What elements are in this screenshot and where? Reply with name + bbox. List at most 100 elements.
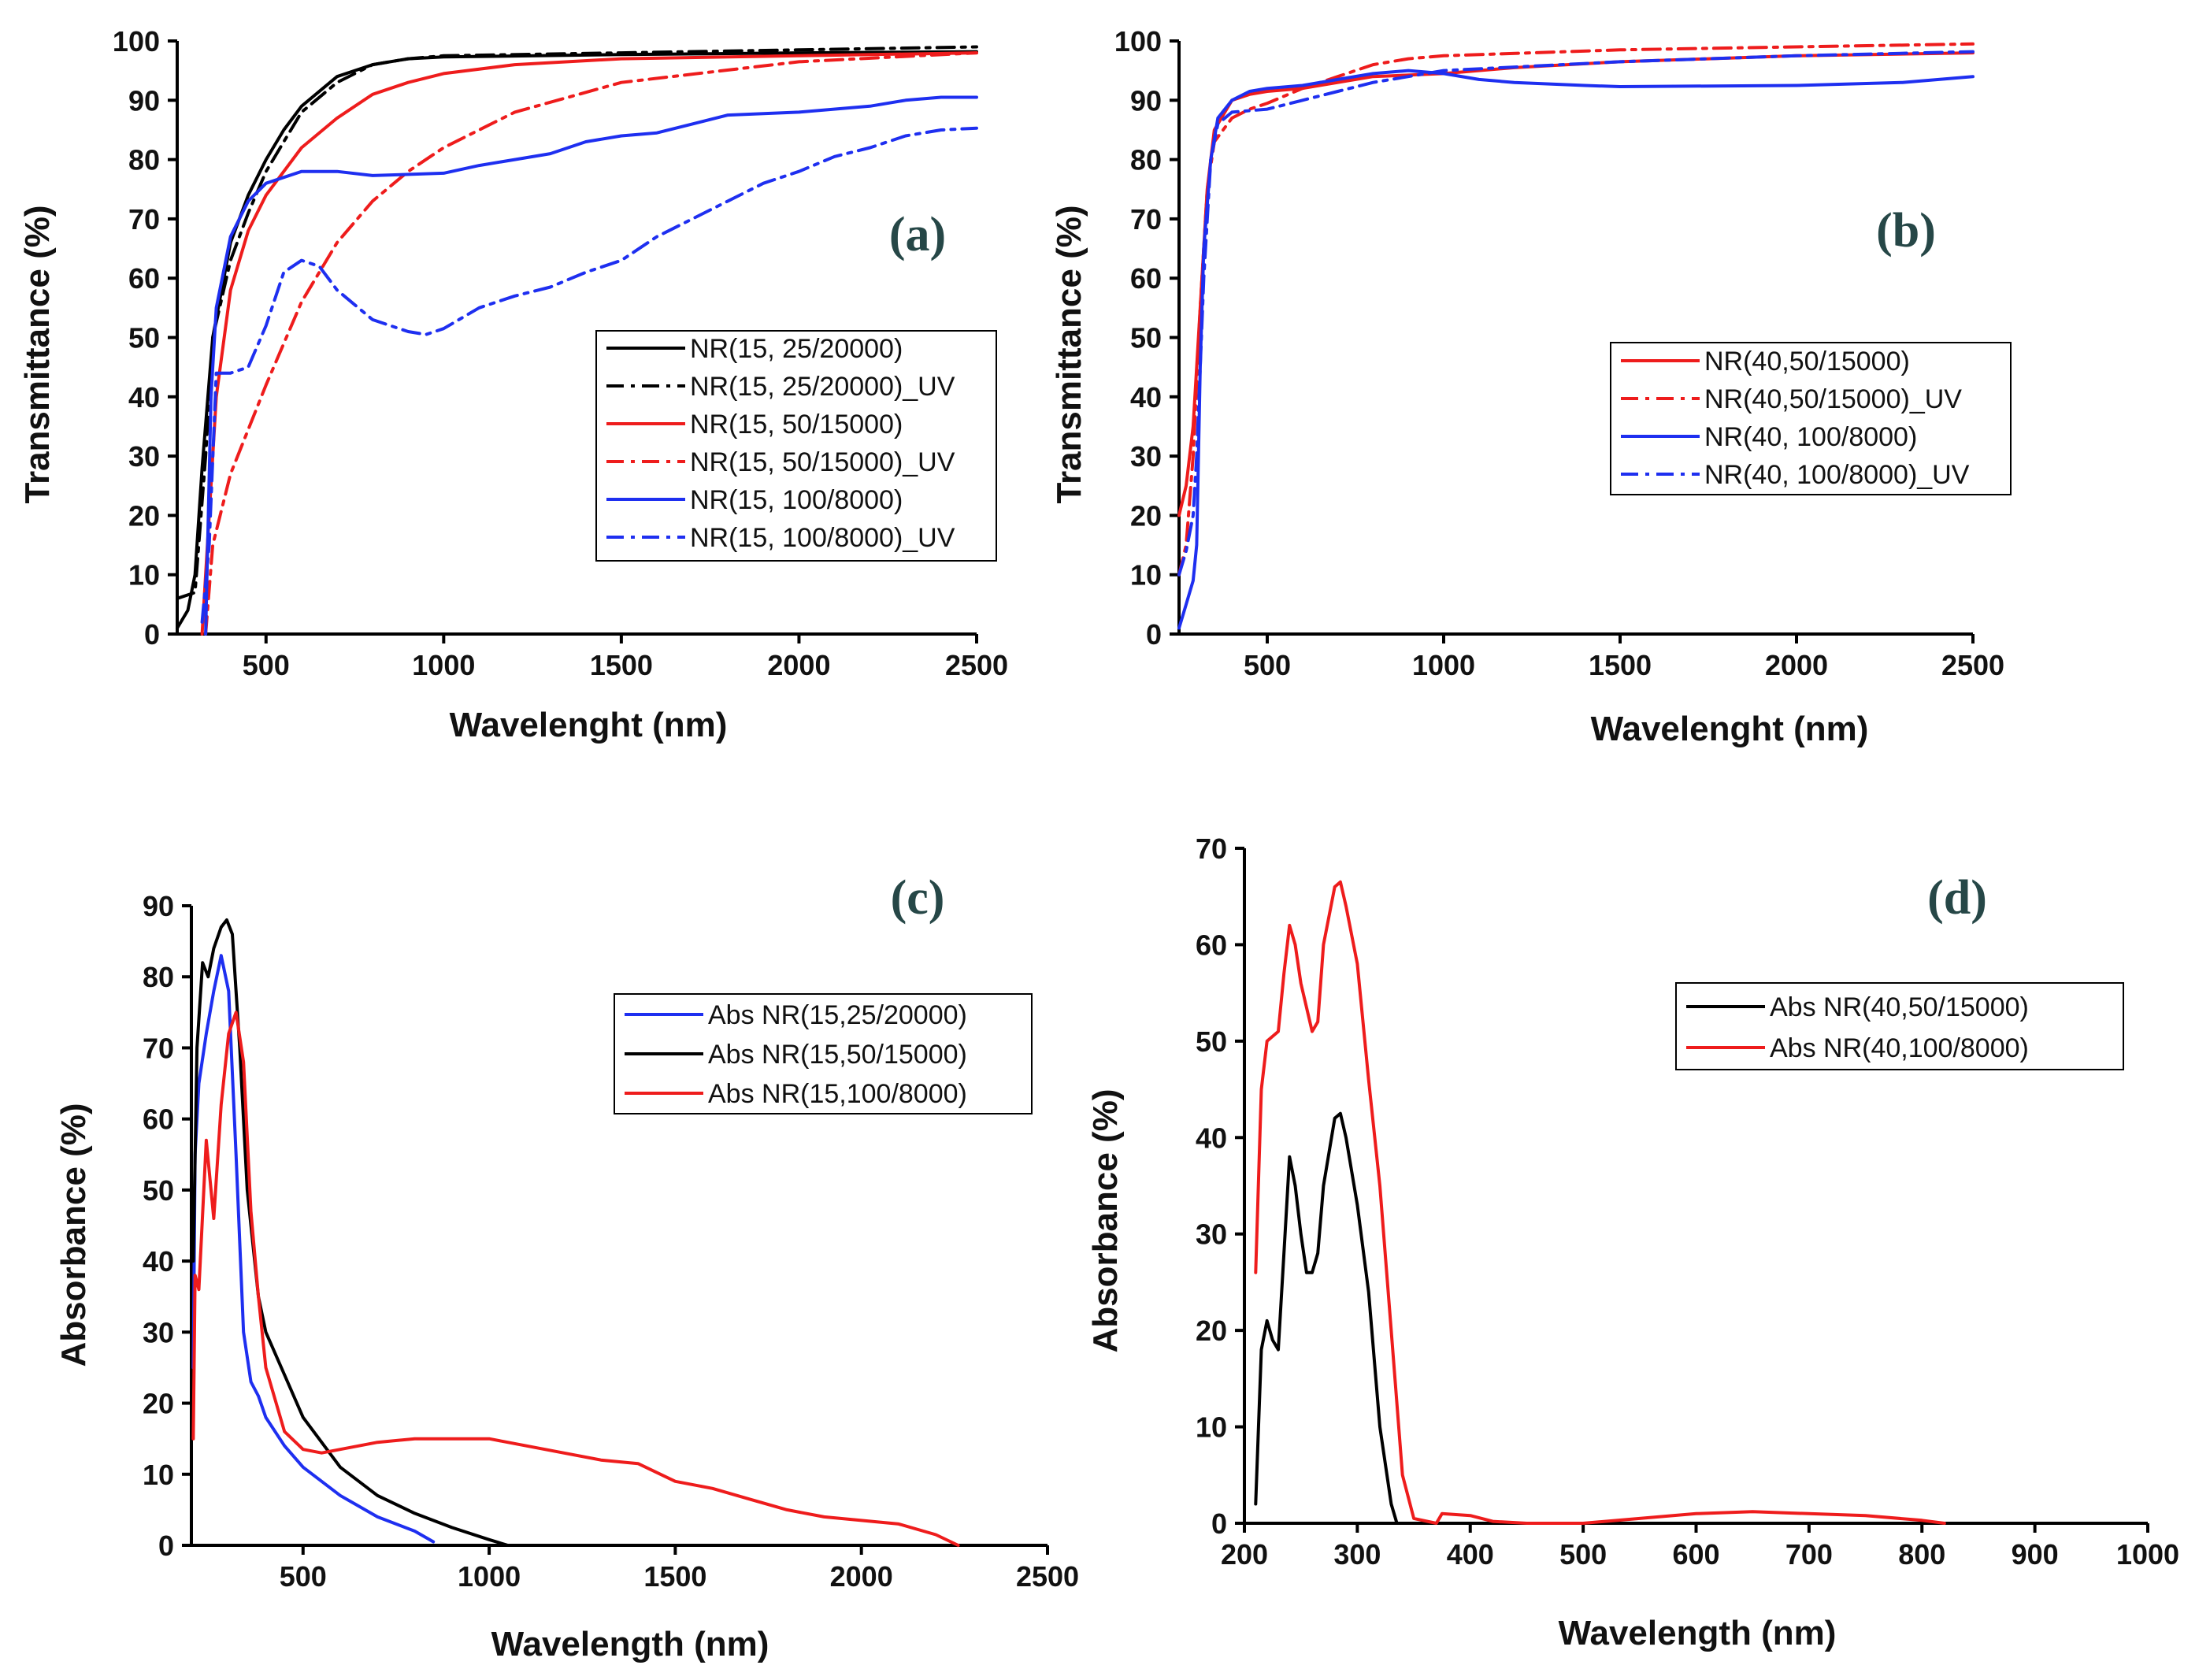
x-tick-label: 900 (2012, 1538, 2059, 1571)
x-tick-label: 400 (1447, 1538, 1494, 1571)
panel-c-axes (190, 906, 1048, 1547)
legend-label: NR(40,50/15000)_UV (1704, 384, 1962, 414)
series-line-a-1 (176, 45, 978, 600)
panel-a-label: (a) (889, 208, 946, 261)
x-tick-label: 1500 (1589, 649, 1652, 681)
legend-label: Abs NR(15,100/8000) (708, 1079, 967, 1109)
chart-panel-d: 200 300 400 500 600 700 800 900 1000 0 10 20 30 40 50… (1086, 833, 2179, 1652)
y-tick-label: 70 (1130, 203, 1162, 235)
panel-d-legend-box (1675, 982, 2124, 1070)
y-tick-label: 100 (113, 25, 160, 57)
y-tick-label: 60 (128, 262, 160, 295)
panel-b-legend: NR(40,50/15000) NR(40,50/15000)_UV NR(40, … (1610, 342, 2012, 495)
series-line-d-1 (1254, 880, 1946, 1525)
panel-b-x-axis-title: Wavelenght (nm) (1591, 710, 1869, 748)
panel-d-legend: Abs NR(40,50/15000) Abs NR(40,100/8000) (1675, 982, 2124, 1070)
y-tick-label: 10 (143, 1459, 174, 1491)
legend-label: NR(40, 100/8000)_UV (1704, 460, 1970, 490)
legend-label: Abs NR(15,25/20000) (708, 1000, 967, 1030)
chart-panel-b: 500 1000 1500 2000 2500 0 10 20 30 40 50 60 70 80 90 1… (1050, 25, 2012, 748)
x-tick-label: 1500 (590, 649, 653, 681)
y-tick-label: 20 (128, 499, 160, 532)
y-tick-label: 10 (1130, 559, 1162, 592)
legend-label: NR(15, 25/20000) (690, 334, 903, 364)
x-tick-label: 2500 (1016, 1560, 1079, 1593)
y-tick-label: 100 (1114, 25, 1162, 57)
panel-c-x-axis-title: Wavelength (nm) (491, 1625, 769, 1663)
x-tick-label: 500 (243, 649, 290, 681)
series-line-a-4 (204, 95, 978, 636)
y-tick-label: 0 (1146, 618, 1162, 651)
y-tick-label: 30 (143, 1316, 174, 1348)
x-tick-label: 1000 (2116, 1538, 2179, 1571)
y-tick-label: 90 (143, 890, 174, 922)
y-tick-label: 80 (143, 961, 174, 993)
y-tick-label: 0 (144, 618, 160, 651)
x-tick-label: 2500 (945, 649, 1008, 681)
panel-a-y-axis-title: Transmittance (%) (18, 206, 57, 504)
panel-d-y-ticks: 0 10 20 30 40 50 60 70 (1196, 833, 1244, 1540)
panel-a-x-axis-title: Wavelenght (nm) (450, 706, 728, 744)
panel-d-x-ticks: 200 300 400 500 600 700 800 900 1000 (1221, 1523, 2179, 1571)
y-tick-label: 20 (1196, 1315, 1227, 1347)
series-line-b-1 (1177, 42, 1975, 577)
x-tick-label: 2500 (1941, 649, 2004, 681)
legend-label: NR(40,50/15000) (1704, 347, 1910, 376)
x-tick-label: 1000 (458, 1560, 521, 1593)
x-tick-label: 2000 (767, 649, 830, 681)
legend-label: NR(15, 50/15000)_UV (690, 447, 955, 477)
panel-a-legend-box (595, 330, 997, 562)
y-tick-label: 50 (128, 322, 160, 354)
panel-a-y-ticks: 0 10 20 30 40 50 60 70 80 90 100 (113, 25, 177, 651)
series-line-a-2 (200, 51, 978, 636)
legend-label: NR(15, 100/8000)_UV (690, 523, 955, 553)
y-tick-label: 40 (1196, 1122, 1227, 1154)
panel-b-legend-box (1610, 342, 2012, 495)
panel-b-y-ticks: 0 10 20 30 40 50 60 70 80 90 100 (1114, 25, 1179, 651)
y-tick-label: 70 (143, 1032, 174, 1064)
panel-a-series (176, 45, 978, 636)
panel-c-y-ticks: 0 10 20 30 40 50 60 70 80 90 (143, 890, 191, 1562)
y-tick-label: 20 (143, 1388, 174, 1420)
x-tick-label: 1500 (643, 1560, 706, 1593)
panel-b-series (1177, 42, 1975, 630)
x-tick-label: 200 (1221, 1538, 1268, 1571)
series-line-b-3 (1177, 50, 1975, 577)
x-tick-label: 500 (1244, 649, 1291, 681)
x-tick-label: 600 (1672, 1538, 1719, 1571)
y-tick-label: 90 (128, 84, 160, 117)
panel-c-y-axis-title: Absorbance (%) (54, 1103, 93, 1367)
y-tick-label: 80 (1130, 144, 1162, 176)
y-tick-label: 30 (1196, 1218, 1227, 1251)
legend-label: NR(15, 50/15000) (690, 410, 903, 439)
series-line-a-5 (200, 126, 978, 624)
y-tick-label: 10 (128, 559, 160, 592)
panel-b-label: (b) (1876, 204, 1936, 258)
x-tick-label: 800 (1898, 1538, 1945, 1571)
panel-d-y-axis-title: Absorbance (%) (1086, 1089, 1125, 1353)
chart-panel-a: 500 1000 1500 2000 2500 0 10 20 30 40 50 60 70 80 90 1… (18, 25, 1008, 744)
y-tick-label: 30 (1130, 440, 1162, 473)
y-tick-label: 10 (1196, 1411, 1227, 1444)
y-tick-label: 60 (143, 1103, 174, 1136)
panel-d-label: (d) (1927, 871, 1987, 925)
x-tick-label: 500 (280, 1560, 327, 1593)
legend-label: NR(15, 100/8000) (690, 485, 903, 515)
y-tick-label: 50 (1196, 1025, 1227, 1058)
x-tick-label: 700 (1785, 1538, 1833, 1571)
y-tick-label: 20 (1130, 499, 1162, 532)
y-tick-label: 0 (158, 1530, 174, 1562)
x-tick-label: 500 (1559, 1538, 1607, 1571)
y-tick-label: 90 (1130, 84, 1162, 117)
legend-label: Abs NR(40,100/8000) (1770, 1033, 2029, 1063)
series-line-a-3 (204, 51, 978, 636)
legend-label: Abs NR(40,50/15000) (1770, 992, 2029, 1022)
x-tick-label: 2000 (830, 1560, 893, 1593)
y-tick-label: 50 (143, 1174, 174, 1207)
y-tick-label: 30 (128, 440, 160, 473)
panel-b-y-axis-title: Transmittance (%) (1050, 206, 1088, 504)
series-line-c-2 (191, 1011, 960, 1547)
panel-a-legend: NR(15, 25/20000) NR(15, 25/20000)_UV NR(15… (595, 330, 997, 562)
